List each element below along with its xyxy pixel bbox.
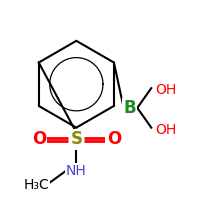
Text: OH: OH — [155, 83, 176, 97]
Text: NH: NH — [66, 164, 87, 178]
Text: O: O — [107, 130, 121, 148]
Text: B: B — [123, 99, 136, 117]
Text: OH: OH — [155, 123, 176, 137]
Text: O: O — [32, 130, 46, 148]
Text: S: S — [70, 130, 82, 148]
Text: H₃C: H₃C — [24, 178, 50, 192]
